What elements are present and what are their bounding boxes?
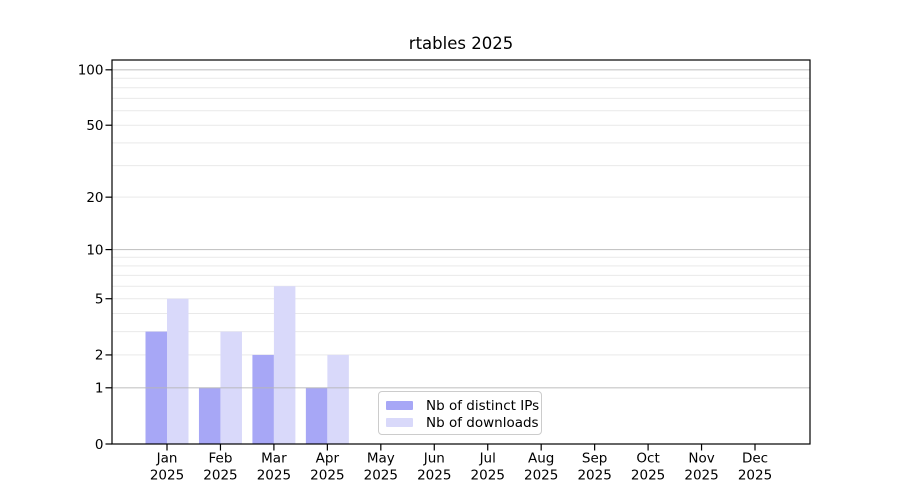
x-tick-label-year: 2025 bbox=[577, 468, 611, 484]
x-tick-label-month: Oct bbox=[636, 451, 659, 467]
x-tick-label-year: 2025 bbox=[631, 468, 665, 484]
x-tick-label-year: 2025 bbox=[203, 468, 237, 484]
x-tick-label-month: May bbox=[367, 451, 395, 467]
x-tick-label-month: Nov bbox=[688, 451, 714, 467]
x-tick-label-month: Jan bbox=[156, 451, 178, 467]
plot-border bbox=[111, 59, 811, 445]
y-tick-label: 0 bbox=[95, 437, 104, 453]
x-tick-label-year: 2025 bbox=[471, 468, 505, 484]
x-tick-label-month: Dec bbox=[742, 451, 768, 467]
x-tick-label-year: 2025 bbox=[417, 468, 451, 484]
x-tick-label-year: 2025 bbox=[364, 468, 398, 484]
x-tick-label-month: Feb bbox=[209, 451, 233, 467]
y-tick-label: 2 bbox=[95, 348, 104, 364]
bar-nb-of-downloads-apr bbox=[327, 354, 349, 444]
x-tick-label-year: 2025 bbox=[684, 468, 718, 484]
y-tick-label: 50 bbox=[86, 118, 103, 134]
x-tick-label-month: Aug bbox=[528, 451, 554, 467]
x-tick-label-month: Mar bbox=[261, 451, 287, 467]
x-tick-label-month: Apr bbox=[316, 451, 340, 467]
chart-legend: Nb of distinct IPs Nb of downloads bbox=[378, 391, 542, 435]
y-tick-label: 20 bbox=[86, 190, 103, 206]
y-tick-label: 5 bbox=[95, 292, 104, 308]
y-tick-label: 1 bbox=[95, 381, 104, 397]
legend-item-downloads: Nb of downloads bbox=[386, 414, 541, 431]
x-tick-label-year: 2025 bbox=[150, 468, 184, 484]
x-tick-label-month: Sep bbox=[582, 451, 607, 467]
y-tick-label: 10 bbox=[86, 242, 103, 258]
bar-nb-of-downloads-mar bbox=[273, 286, 296, 444]
x-tick-label-year: 2025 bbox=[738, 468, 772, 484]
legend-item-distinct-ips: Nb of distinct IPs bbox=[386, 397, 541, 414]
bar-nb-of-distinct-ips-apr bbox=[305, 387, 328, 444]
y-tick-label: 100 bbox=[78, 63, 104, 79]
bar-nb-of-downloads-jan bbox=[167, 298, 189, 444]
x-tick-label-year: 2025 bbox=[310, 468, 344, 484]
legend-label-downloads: Nb of downloads bbox=[426, 414, 539, 431]
bar-nb-of-distinct-ips-mar bbox=[252, 354, 274, 444]
legend-label-distinct-ips: Nb of distinct IPs bbox=[426, 397, 540, 414]
chart-title: rtables 2025 bbox=[408, 34, 514, 53]
x-tick-label-year: 2025 bbox=[524, 468, 558, 484]
x-tick-label-month: Jun bbox=[423, 451, 445, 467]
x-tick-label-month: Jul bbox=[479, 451, 496, 467]
bar-nb-of-distinct-ips-feb bbox=[198, 387, 221, 444]
legend-swatch-distinct-ips bbox=[386, 401, 413, 410]
legend-swatch-downloads bbox=[386, 418, 413, 427]
x-tick-label-year: 2025 bbox=[257, 468, 291, 484]
